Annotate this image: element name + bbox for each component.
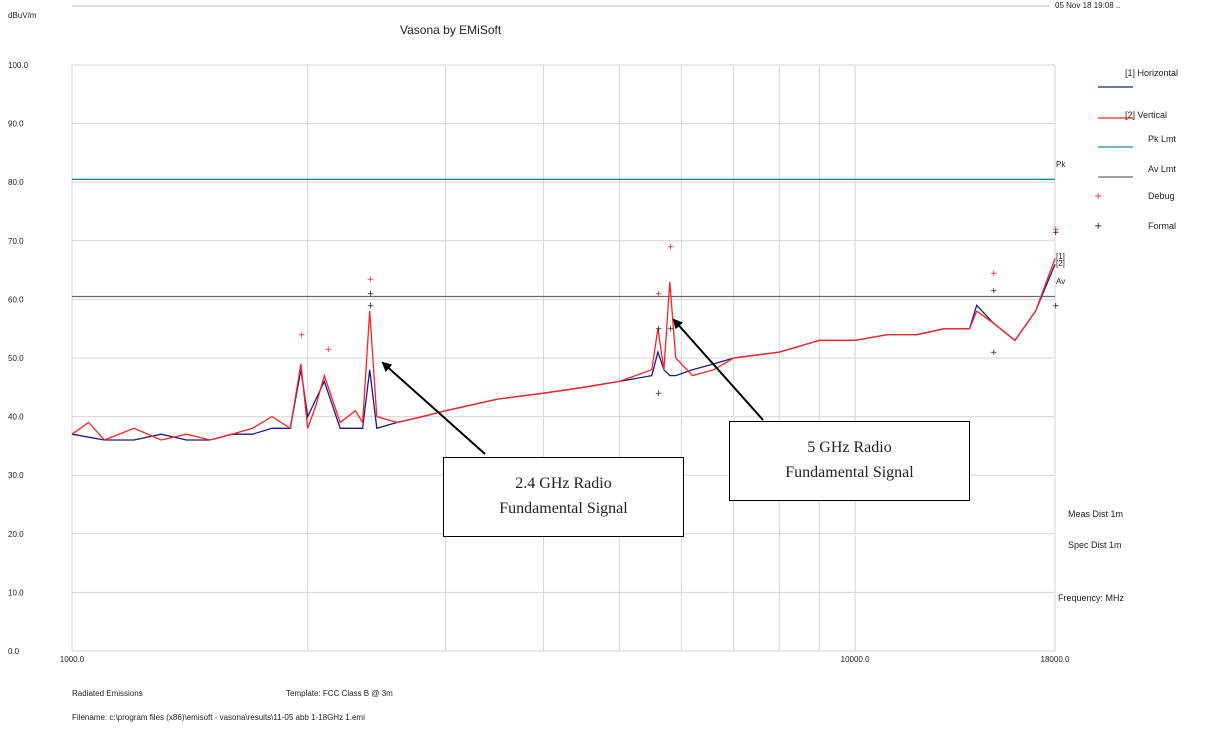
legend: [1] Horizontal [2] Vertical Pk Lmt Av Lm… <box>1094 68 1178 232</box>
y-tick-label: 70.0 <box>8 237 24 246</box>
x-tick-label: 1000.0 <box>60 655 85 664</box>
y-tick-label: 20.0 <box>8 530 24 539</box>
marker-point: + <box>1052 301 1060 311</box>
pk-limit-label: Pk <box>1056 160 1066 169</box>
callout-5ghz-line2: Fundamental Signal <box>785 464 914 481</box>
callout-2-4ghz: 2.4 GHz Radio Fundamental Signal <box>443 457 684 537</box>
legend-formal-marker: + <box>1094 221 1102 232</box>
marker-point: + <box>298 331 306 341</box>
marker-point: + <box>367 275 375 285</box>
y-tick-label: 10.0 <box>8 588 24 597</box>
marker-point: + <box>655 389 663 399</box>
legend-debug-marker: + <box>1094 191 1102 202</box>
spec-dist-note: Spec Dist 1m <box>1068 540 1122 550</box>
av-limit-label: Av <box>1056 277 1065 286</box>
legend-formal-label: Formal <box>1148 221 1176 231</box>
marker-point: + <box>1052 225 1060 235</box>
grid <box>71 64 1056 652</box>
meas-dist-note: Meas Dist 1m <box>1068 509 1123 519</box>
callout-5ghz-line1: 5 GHz Radio <box>807 439 892 456</box>
chart-title: Vasona by EMiSoft <box>400 23 502 37</box>
marker-point: + <box>667 325 675 335</box>
callout-2-4ghz-line1: 2.4 GHz Radio <box>515 475 612 492</box>
x-tick-label: 10000.0 <box>841 655 870 664</box>
footer-test-name: Radiated Emissions <box>72 689 143 698</box>
arrow-2-4ghz <box>381 361 486 455</box>
callout-2-4ghz-line2: Fundamental Signal <box>499 500 628 517</box>
trace-marker-label-2: [2] <box>1056 259 1065 268</box>
y-tick-label: 90.0 <box>8 120 24 129</box>
series-line <box>71 263 1056 441</box>
footer-filename: Filename: c:\program files (x86)\emisoft… <box>72 713 365 722</box>
callout-5ghz: 5 GHz Radio Fundamental Signal <box>729 421 970 501</box>
y-tick-label: 60.0 <box>8 295 24 304</box>
y-axis-label: dBuV/m <box>8 11 37 20</box>
marker-point: + <box>655 290 663 300</box>
y-tick-labels: 100.0 90.0 80.0 70.0 60.0 50.0 40.0 30.0 20.0 10.… <box>8 61 29 656</box>
x-tick-labels: 1000.0 10000.0 18000.0 <box>60 655 1070 664</box>
marker-point: + <box>990 287 998 297</box>
marker-point: + <box>990 348 998 358</box>
y-tick-label: 30.0 <box>8 471 24 480</box>
marker-point: + <box>990 269 998 279</box>
legend-vertical-label: [2] Vertical <box>1125 110 1167 120</box>
y-tick-label: 100.0 <box>8 61 29 70</box>
marker-point: + <box>667 243 675 253</box>
timestamp: 05 Nov 18 19:08 .. <box>1055 1 1120 10</box>
y-tick-label: 40.0 <box>8 413 24 422</box>
x-tick-label: 18000.0 <box>1041 655 1070 664</box>
marker-point: + <box>367 290 375 300</box>
y-tick-label: 80.0 <box>8 178 24 187</box>
legend-debug-label: Debug <box>1148 191 1175 201</box>
series-group <box>71 178 1056 441</box>
series-line <box>71 258 1056 441</box>
trace-marker-label-1: [1] <box>1056 252 1065 261</box>
marker-point: + <box>367 301 375 311</box>
legend-pk-label: Pk Lmt <box>1148 134 1177 144</box>
legend-horizontal-label: [1] Horizontal <box>1125 68 1178 78</box>
x-axis-label: Frequency: MHz <box>1058 593 1125 603</box>
footer-template: Template: FCC Class B @ 3m <box>286 689 393 698</box>
marker-point: + <box>325 345 333 355</box>
legend-av-label: Av Lmt <box>1148 164 1176 174</box>
arrow-5ghz <box>672 318 764 421</box>
marker-point: + <box>655 325 663 335</box>
y-tick-label: 0.0 <box>8 647 20 656</box>
markers-group: ++++++++++ ++++++ <box>298 225 1060 399</box>
y-tick-label: 50.0 <box>8 354 24 363</box>
marker-point: + <box>1052 228 1060 238</box>
